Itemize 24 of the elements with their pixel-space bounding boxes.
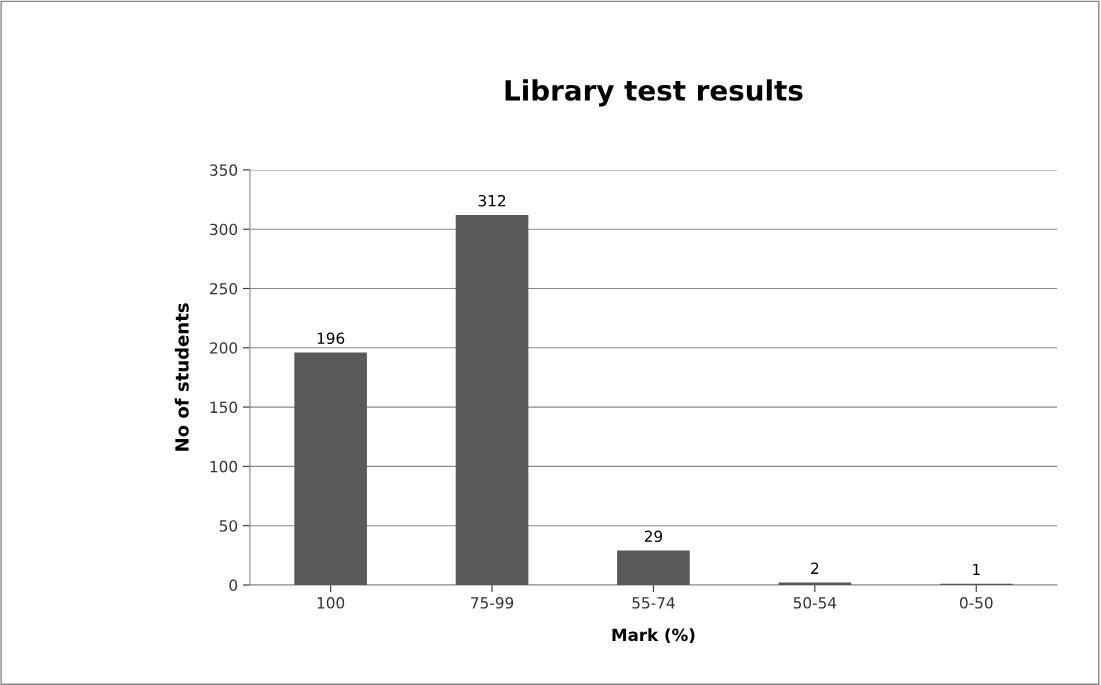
bar — [455, 214, 529, 585]
y-tick-label: 250 — [210, 282, 238, 295]
y-tick-label: 150 — [210, 401, 238, 414]
data-label: 1 — [973, 563, 980, 576]
x-tick-label: 50-54 — [793, 597, 837, 609]
x-tick-label: 0-50 — [959, 597, 993, 609]
data-label: 29 — [644, 530, 663, 543]
y-axis-title: No of students — [174, 303, 189, 451]
data-label: 2 — [811, 562, 819, 574]
x-tick-label: 100 — [317, 597, 345, 609]
data-label: 312 — [478, 194, 506, 207]
x-tick-label: 75-99 — [471, 597, 514, 609]
x-tick-label: 55-74 — [632, 597, 675, 609]
y-tick-label: 300 — [210, 223, 238, 236]
y-tick-label: 50 — [219, 520, 238, 532]
bar — [294, 352, 367, 585]
y-tick-label: 350 — [210, 164, 238, 176]
data-label: 196 — [317, 332, 345, 345]
x-axis-title: Mark (%) — [612, 628, 695, 644]
y-tick-label: 100 — [210, 460, 238, 473]
chart-title: Library test results — [505, 79, 803, 107]
bar — [617, 550, 690, 585]
y-tick-label: 200 — [210, 342, 238, 354]
y-tick-label: 0 — [229, 579, 238, 592]
